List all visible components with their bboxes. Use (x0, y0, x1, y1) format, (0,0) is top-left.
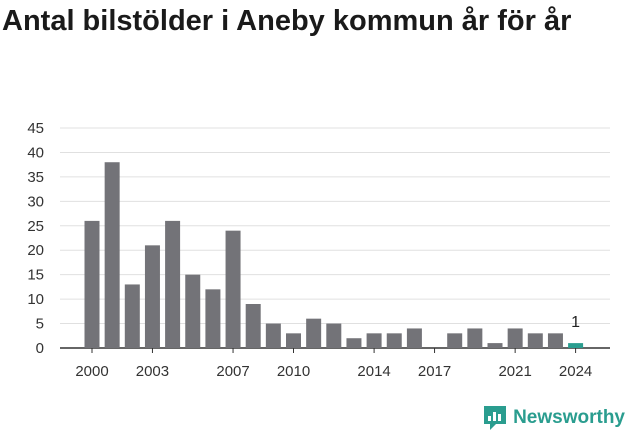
x-axis-ticks: 2000 2003 2007 2010 2014 2017 2021 2024 (75, 348, 592, 380)
bar-2018 (447, 333, 463, 348)
x-tick-label: 2014 (357, 363, 390, 380)
y-axis-ticks: 0 5 10 15 20 25 30 35 40 45 (27, 120, 44, 357)
x-tick-label: 2007 (216, 363, 249, 380)
y-tick-label: 10 (27, 291, 44, 308)
bar-2007 (225, 230, 241, 348)
bar-2005 (185, 274, 201, 348)
bars (84, 162, 584, 348)
chart-title: Antal bilstölder i Aneby kommun år för å… (2, 5, 572, 37)
bar-2013 (346, 338, 362, 348)
bar-2002 (124, 284, 140, 348)
bar-2014 (366, 333, 382, 348)
y-tick-label: 35 (27, 169, 44, 186)
gridlines (60, 127, 610, 349)
x-tick-label: 2000 (75, 363, 108, 380)
bar-2016 (406, 328, 422, 348)
bar-2011 (306, 318, 322, 348)
bar-2019 (467, 328, 483, 348)
y-tick-label: 15 (27, 267, 44, 284)
x-tick-label: 2021 (498, 363, 531, 380)
bar-2024 (568, 343, 584, 348)
bar-2004 (165, 220, 181, 348)
x-tick-label: 2010 (277, 363, 310, 380)
bar-2010 (286, 333, 301, 348)
bar-2023 (547, 333, 563, 348)
brand-name: Newsworthy (513, 407, 625, 428)
bar-2008 (245, 304, 261, 348)
y-tick-label: 5 (36, 316, 44, 333)
data-labels: 1 (571, 314, 580, 331)
bar-2020 (487, 343, 503, 348)
bar-2001 (104, 162, 120, 348)
bar-2015 (386, 333, 402, 348)
x-tick-label: 2024 (559, 363, 592, 380)
y-tick-label: 30 (27, 193, 44, 210)
y-tick-label: 40 (27, 144, 44, 161)
bar-2021 (507, 328, 523, 348)
bar-2012 (326, 323, 342, 348)
bar-2022 (527, 333, 543, 348)
newsworthy-logo-icon (484, 406, 507, 430)
y-tick-label: 25 (27, 218, 44, 235)
y-tick-label: 45 (27, 120, 44, 137)
y-tick-label: 0 (36, 340, 44, 357)
y-tick-label: 20 (27, 242, 44, 259)
bar-2009 (265, 323, 281, 348)
x-tick-label: 2003 (136, 363, 169, 380)
x-tick-label: 2017 (418, 363, 451, 380)
brand-logo[interactable]: Newsworthy (482, 403, 625, 433)
bar-2000 (84, 220, 100, 348)
data-label-2024: 1 (571, 314, 580, 331)
bar-2003 (144, 245, 160, 348)
bar-2006 (205, 289, 221, 348)
